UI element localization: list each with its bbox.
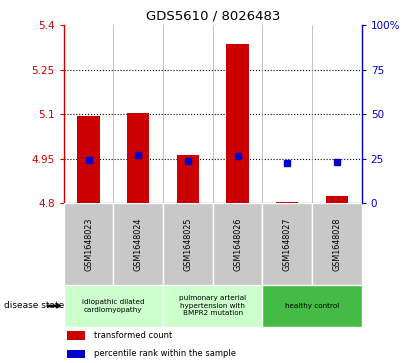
Bar — [64, 285, 163, 327]
Bar — [163, 203, 213, 285]
Bar — [276, 202, 298, 203]
Bar — [67, 350, 85, 358]
Bar — [312, 203, 362, 285]
Text: idiopathic dilated
cardiomyopathy: idiopathic dilated cardiomyopathy — [82, 299, 145, 313]
Bar — [226, 44, 249, 203]
Text: GSM1648024: GSM1648024 — [134, 217, 143, 271]
Bar — [213, 203, 262, 285]
Bar — [127, 114, 149, 203]
Text: disease state: disease state — [4, 301, 65, 310]
Text: GSM1648026: GSM1648026 — [233, 217, 242, 271]
Bar — [113, 203, 163, 285]
Text: transformed count: transformed count — [94, 331, 172, 340]
Text: GSM1648025: GSM1648025 — [183, 217, 192, 271]
Bar — [64, 203, 113, 285]
Text: GSM1648023: GSM1648023 — [84, 217, 93, 271]
Bar — [326, 196, 348, 203]
Bar — [67, 331, 85, 340]
Bar — [177, 155, 199, 203]
Title: GDS5610 / 8026483: GDS5610 / 8026483 — [145, 10, 280, 23]
Text: percentile rank within the sample: percentile rank within the sample — [94, 350, 236, 358]
Text: GSM1648028: GSM1648028 — [332, 217, 342, 271]
Text: GSM1648027: GSM1648027 — [283, 217, 292, 271]
Text: pulmonary arterial
hypertension with
BMPR2 mutation: pulmonary arterial hypertension with BMP… — [179, 295, 246, 316]
Bar — [77, 117, 100, 203]
Text: healthy control: healthy control — [285, 303, 339, 309]
Bar — [163, 285, 262, 327]
Bar — [262, 285, 362, 327]
Bar — [262, 203, 312, 285]
